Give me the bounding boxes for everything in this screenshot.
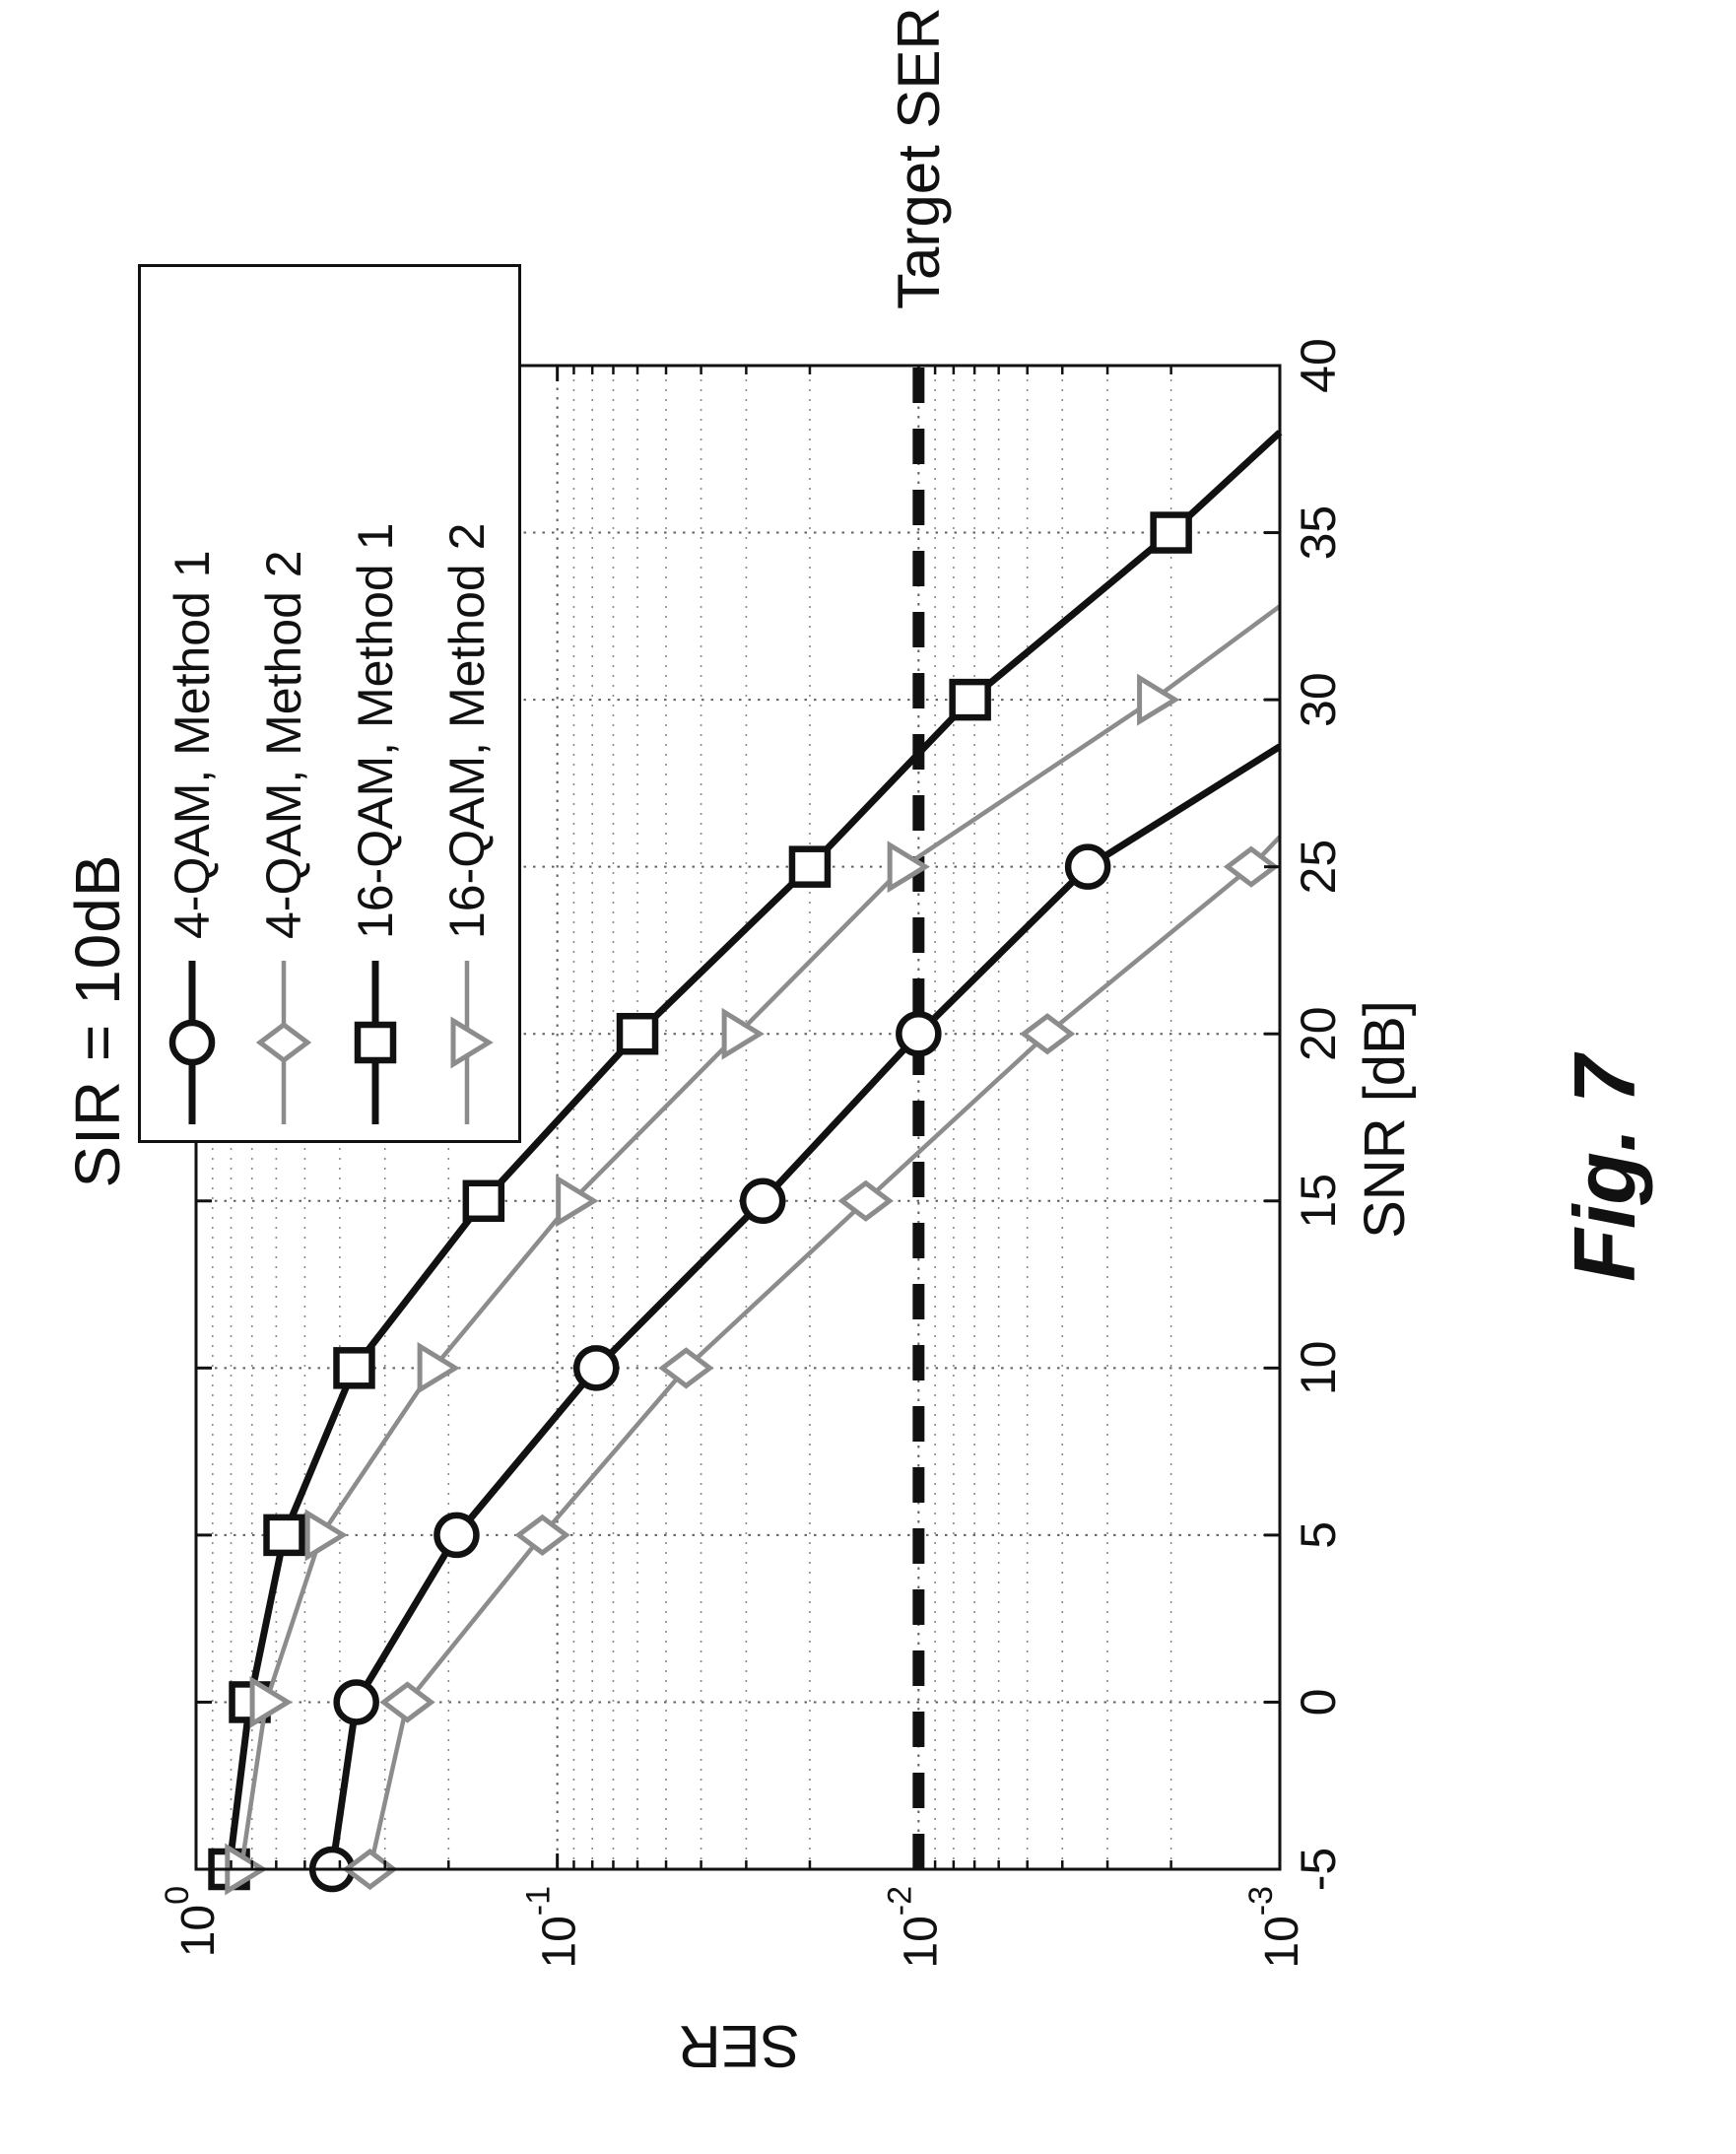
legend-item: 4-QAM, Method 1 [150, 267, 234, 1130]
legend-item: 4-QAM, Method 2 [241, 267, 326, 1130]
y-tick-label: 10-3 [1242, 1886, 1308, 1969]
legend-marker-triangle-down [450, 961, 494, 1124]
x-tick-label: 30 [1291, 672, 1346, 727]
legend-item-label: 4-QAM, Method 2 [256, 550, 312, 939]
figure-caption: Fig. 7 [1556, 1055, 1653, 1282]
x-tick-label: 15 [1291, 1174, 1346, 1229]
legend-item: 16-QAM, Method 2 [425, 267, 509, 1130]
x-tick-label: 25 [1291, 840, 1346, 895]
x-axis-label: SNR [dB] [1353, 1000, 1417, 1239]
target-ser-label: Target SER [886, 7, 952, 309]
legend-item-label: 16-QAM, Method 2 [438, 522, 495, 939]
series-diamond [342, 835, 1282, 1891]
legend-item-label: 4-QAM, Method 1 [165, 550, 221, 939]
x-tick-label: 5 [1291, 1521, 1346, 1549]
legend-marker-square [354, 961, 397, 1124]
x-tick-label: 10 [1291, 1341, 1346, 1396]
x-tick-label: 40 [1291, 338, 1346, 393]
legend-box: 4-QAM, Method 1 4-QAM, Method 2 16-QAM, Me… [138, 264, 521, 1143]
legend-item-label: 16-QAM, Method 1 [347, 522, 403, 939]
x-tick-label: 35 [1291, 505, 1346, 561]
legend-item: 16-QAM, Method 1 [333, 267, 418, 1130]
y-tick-label: 100 [159, 1886, 225, 1957]
x-tick-label: 0 [1291, 1689, 1346, 1716]
legend-marker-diamond [255, 961, 312, 1124]
x-tick-label: -5 [1291, 1848, 1346, 1891]
y-tick-label: 10-2 [881, 1886, 947, 1969]
legend-marker-circle [169, 961, 216, 1124]
chart-title: SIR = 10dB [62, 853, 133, 1188]
y-axis-label: SER [678, 2013, 800, 2079]
x-tick-label: 20 [1291, 1006, 1346, 1061]
y-tick-label: 10-1 [520, 1886, 586, 1969]
series-triangle-down [225, 604, 1282, 1896]
